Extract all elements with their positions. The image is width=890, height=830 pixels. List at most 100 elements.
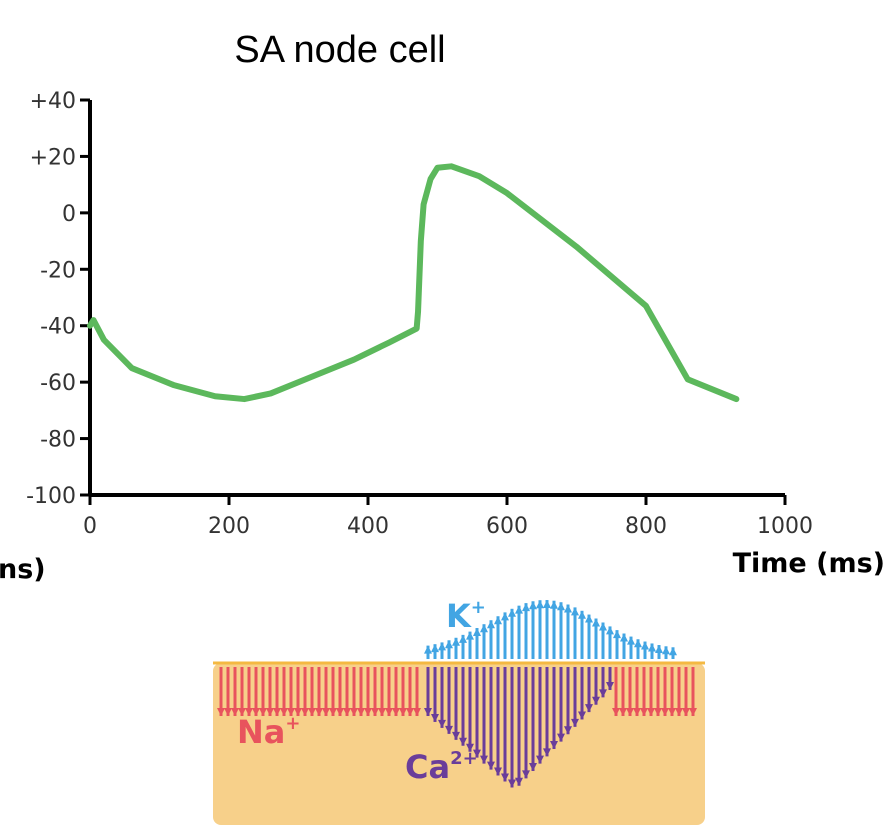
ca-arrow	[438, 667, 446, 728]
k-arrow	[473, 628, 481, 659]
na-arrow	[619, 667, 627, 716]
k-arrow	[578, 610, 586, 659]
ca-arrow	[445, 667, 453, 734]
k-arrow	[592, 618, 600, 659]
k-arrow	[627, 636, 635, 659]
na-arrow	[224, 667, 232, 716]
na-arrow	[301, 667, 309, 716]
na-arrow	[385, 667, 393, 716]
na-arrow	[266, 667, 274, 716]
y-tick-label: +20	[30, 145, 76, 170]
na-current-arrows	[217, 667, 697, 716]
k-arrow	[641, 641, 649, 659]
k-arrow	[445, 640, 453, 659]
na-arrow	[675, 667, 683, 716]
left-axis-fragment: ns)	[0, 554, 46, 585]
ca-arrow	[431, 667, 439, 722]
k-arrow	[620, 633, 628, 659]
x-tick-label: 400	[347, 514, 389, 539]
ca-arrow	[592, 667, 600, 705]
k-arrow	[501, 612, 509, 659]
y-tick-label: -40	[40, 315, 76, 340]
na-arrow	[280, 667, 288, 716]
k-arrow	[522, 603, 530, 659]
na-arrow	[287, 667, 295, 716]
na-arrow	[633, 667, 641, 716]
x-axis-label: Time (ms)	[733, 548, 885, 579]
k-arrow	[606, 626, 614, 659]
ca-arrow	[599, 667, 607, 698]
na-arrow	[647, 667, 655, 716]
ca-arrow	[480, 667, 488, 764]
na-arrow	[308, 667, 316, 716]
ca-arrow	[494, 667, 502, 776]
k-arrow	[487, 620, 495, 659]
na-arrow	[329, 667, 337, 716]
na-arrow	[689, 667, 697, 716]
k-arrow	[466, 631, 474, 659]
na-arrow	[654, 667, 662, 716]
ca-arrow	[466, 667, 474, 752]
na-arrow	[322, 667, 330, 716]
k-arrow	[550, 600, 558, 659]
na-arrow	[626, 667, 634, 716]
ca-arrow	[508, 667, 516, 788]
na-arrow	[413, 667, 421, 716]
na-arrow	[661, 667, 669, 716]
k-arrow	[529, 601, 537, 659]
k-current-arrows	[424, 600, 677, 659]
x-tick-label: 200	[208, 514, 250, 539]
na-arrow	[392, 667, 400, 716]
na-arrow	[252, 667, 260, 716]
ca-arrow	[473, 667, 481, 758]
k-arrow	[494, 616, 502, 659]
na-arrow	[259, 667, 267, 716]
ca-arrow	[424, 667, 432, 716]
x-axis-ticks: 0 200 400 600 800 1000	[83, 495, 813, 539]
na-arrow	[336, 667, 344, 716]
chart-title: SA node cell	[234, 29, 445, 71]
k-arrow	[424, 645, 432, 659]
k-arrow	[557, 602, 565, 659]
membrane-potential-line	[87, 163, 740, 403]
k-arrow	[452, 637, 460, 659]
ion-current-diagram: K+ Na+ Ca2+	[213, 597, 705, 825]
k-arrow	[585, 614, 593, 659]
x-tick-label: 800	[625, 514, 667, 539]
y-tick-label: +40	[30, 89, 76, 114]
k-arrow	[536, 600, 544, 659]
y-tick-label: 0	[62, 202, 76, 227]
ca-arrow	[452, 667, 460, 740]
na-arrow	[668, 667, 676, 716]
na-arrow	[682, 667, 690, 716]
ca-arrow	[515, 667, 523, 786]
ca-arrow	[543, 667, 551, 757]
y-tick-label: -20	[40, 258, 76, 283]
x-tick-label: 1000	[757, 514, 813, 539]
ca-arrow	[459, 667, 467, 746]
k-arrow	[648, 643, 656, 659]
k-ion-label: K+	[446, 597, 486, 635]
k-arrow	[564, 604, 572, 659]
na-arrow	[273, 667, 281, 716]
y-tick-label: -100	[26, 484, 76, 509]
k-arrow	[515, 605, 523, 659]
ca-arrow	[606, 667, 614, 690]
ca-arrow	[529, 667, 537, 772]
na-arrow	[294, 667, 302, 716]
na-arrow	[217, 667, 225, 716]
ca-arrow	[571, 667, 579, 727]
na-arrow	[231, 667, 239, 716]
y-axis-ticks: +40 +20 0 -20 -40 -60 -80 -100	[26, 89, 90, 509]
k-arrow	[508, 608, 516, 659]
y-tick-label: -80	[40, 428, 76, 453]
k-arrow	[459, 634, 467, 659]
na-arrow	[245, 667, 253, 716]
ca-arrow	[564, 667, 572, 735]
k-arrow	[662, 646, 670, 659]
k-arrow	[480, 624, 488, 659]
ca-ion-label: Ca2+	[405, 748, 478, 786]
k-arrow	[655, 645, 663, 659]
na-arrow	[238, 667, 246, 716]
